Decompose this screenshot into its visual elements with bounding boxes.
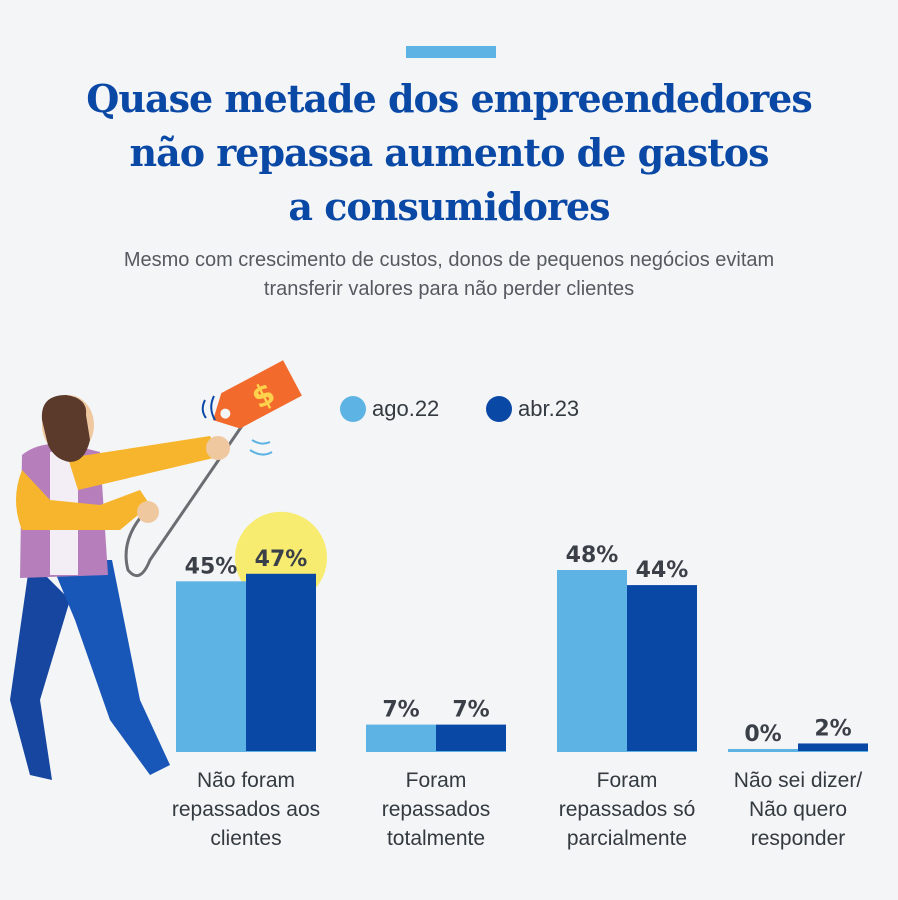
motion-lines [201, 395, 216, 421]
data-label-ago-22-1: 7% [382, 698, 419, 723]
title-line: Quase metade dos empreendedores [86, 76, 812, 121]
bar-abr-23-0 [246, 573, 316, 751]
category-label-0: Não foram repassados aos clientes [146, 766, 346, 853]
string-icon [124, 419, 248, 578]
accent-bar [406, 46, 496, 58]
title-line: não repassa aumento de gastos [129, 130, 769, 175]
man-with-price-tag-illustration: $ [10, 360, 302, 780]
leg-front [50, 560, 170, 775]
category-label-line: totalmente [386, 827, 486, 850]
hand [137, 501, 159, 523]
bar-ago-22-3 [728, 749, 798, 751]
data-label-abr-23-3: 2% [814, 716, 851, 741]
arm [16, 470, 150, 530]
bar-ago-22-2 [557, 570, 627, 751]
category-label-2: Foram repassados só parcialmente [527, 766, 727, 853]
category-label-3: Não sei dizer/Não quero responder [698, 766, 898, 853]
legend-label: ago.22 [372, 396, 440, 421]
legend-label: abr.23 [518, 396, 580, 421]
data-label-ago-22-3: 0% [744, 722, 781, 747]
data-label-abr-23-1: 7% [452, 698, 489, 723]
bar-abr-23-3 [798, 743, 868, 751]
bar-abr-23-2 [627, 585, 697, 751]
title-line: a consumidores [288, 184, 610, 229]
data-label-ago-22-2: 48% [566, 543, 619, 568]
category-label-line: parcialmente [566, 827, 688, 850]
data-label-ago-22-0: 45% [185, 554, 238, 579]
subtitle-line: Mesmo com crescimento de custos, donos d… [123, 249, 775, 271]
category-label-line: Não quero [748, 798, 848, 821]
category-label-line: Foram [596, 769, 658, 792]
hand [206, 436, 230, 460]
bar-ago-22-0 [176, 581, 246, 751]
category-label-line: repassados só [558, 798, 696, 821]
leg-back [10, 560, 70, 780]
page-title: Quase metade dos empreendedores não repa… [0, 72, 898, 234]
category-label-line: clientes [210, 827, 282, 850]
legend-item-ago22: ago.22 [340, 396, 439, 422]
price-tag-icon: $ [213, 360, 302, 429]
data-label-abr-23-0: 47% [255, 547, 308, 572]
bar-ago-22-1 [366, 724, 436, 751]
category-label-line: Não sei dizer/ [733, 769, 863, 792]
category-label-1: Foram repassados totalmente [336, 766, 536, 853]
category-label-line: responder [750, 827, 846, 850]
bar-abr-23-1 [436, 724, 506, 751]
category-label-line: Não foram [196, 769, 296, 792]
legend-swatch [340, 396, 366, 422]
upper-arm [68, 436, 222, 490]
category-label-line: repassados [381, 798, 491, 821]
category-label-line: Foram [405, 769, 467, 792]
legend-swatch [486, 396, 512, 422]
hair-beard [41, 395, 90, 462]
motion-lines [249, 439, 273, 456]
data-label-abr-23-2: 44% [636, 558, 689, 583]
category-label-line: repassados aos [171, 798, 321, 821]
subtitle-line: transferir valores para não perder clien… [263, 278, 635, 300]
legend-item-abr23: abr.23 [486, 396, 579, 422]
page-subtitle: Mesmo com crescimento de custos, donos d… [40, 246, 858, 304]
